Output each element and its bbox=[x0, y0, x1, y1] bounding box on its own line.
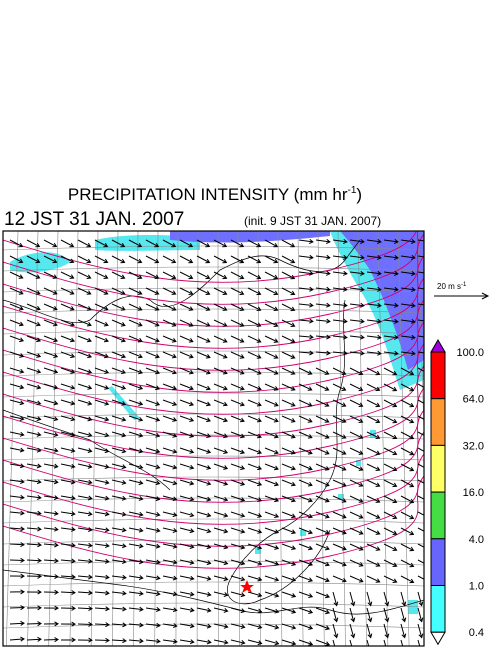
colorbar-segment bbox=[430, 491, 446, 540]
wind-scale-text: 20 m s bbox=[437, 282, 461, 291]
contour-line bbox=[3, 431, 424, 525]
wind-scale: 20 m s-1 bbox=[434, 282, 490, 300]
colorbar-label: 100.0 bbox=[456, 347, 484, 359]
title-exponent: -1 bbox=[348, 185, 357, 196]
colorbar-label: 32.0 bbox=[463, 440, 484, 452]
contour-line bbox=[3, 277, 424, 371]
title-text: PRECIPITATION INTENSITY (mm hr bbox=[68, 185, 348, 204]
contour-line bbox=[3, 387, 424, 481]
colorbar-under bbox=[430, 631, 446, 646]
colorbar-label: 4.0 bbox=[469, 534, 484, 546]
colorbar-label: 1.0 bbox=[469, 581, 484, 593]
title: PRECIPITATION INTENSITY (mm hr-1) bbox=[68, 185, 362, 204]
pressure-contours bbox=[3, 231, 424, 569]
map bbox=[2, 230, 425, 647]
colorbar-segment bbox=[430, 538, 446, 586]
contour-line bbox=[3, 255, 424, 349]
contour-line bbox=[3, 299, 424, 393]
contour-line bbox=[3, 475, 424, 569]
site-marker bbox=[240, 580, 254, 593]
colorbar-label: 0.4 bbox=[469, 627, 484, 639]
precip-moderate bbox=[170, 231, 424, 370]
colorbar-segment bbox=[430, 585, 446, 633]
colorbar: 100.0 64.0 32.0 16.0 4.0 1.0 0.4 bbox=[430, 339, 484, 646]
contour-line bbox=[3, 231, 419, 305]
title-end: ) bbox=[356, 185, 362, 204]
colorbar-label: 64.0 bbox=[463, 394, 484, 406]
wind-scale-exponent: -1 bbox=[461, 282, 467, 288]
contour-line bbox=[3, 321, 424, 415]
contour-line bbox=[3, 365, 424, 459]
init-time: (init. 9 JST 31 JAN. 2007) bbox=[244, 214, 381, 228]
colorbar-label: 16.0 bbox=[463, 487, 484, 499]
wind-scale-label: 20 m s-1 bbox=[437, 282, 467, 291]
colorbar-segment bbox=[430, 351, 446, 400]
valid-time: 12 JST 31 JAN. 2007 bbox=[4, 209, 184, 230]
wind-scale-arrow bbox=[434, 292, 490, 300]
colorbar-over bbox=[430, 339, 446, 353]
contour-line bbox=[3, 453, 424, 547]
wind-vectors bbox=[9, 239, 424, 646]
colorbar-segment bbox=[430, 444, 446, 493]
contour-line bbox=[3, 343, 424, 437]
colorbar-segment bbox=[430, 398, 446, 446]
map-frame bbox=[2, 230, 425, 647]
contour-line bbox=[3, 409, 424, 503]
